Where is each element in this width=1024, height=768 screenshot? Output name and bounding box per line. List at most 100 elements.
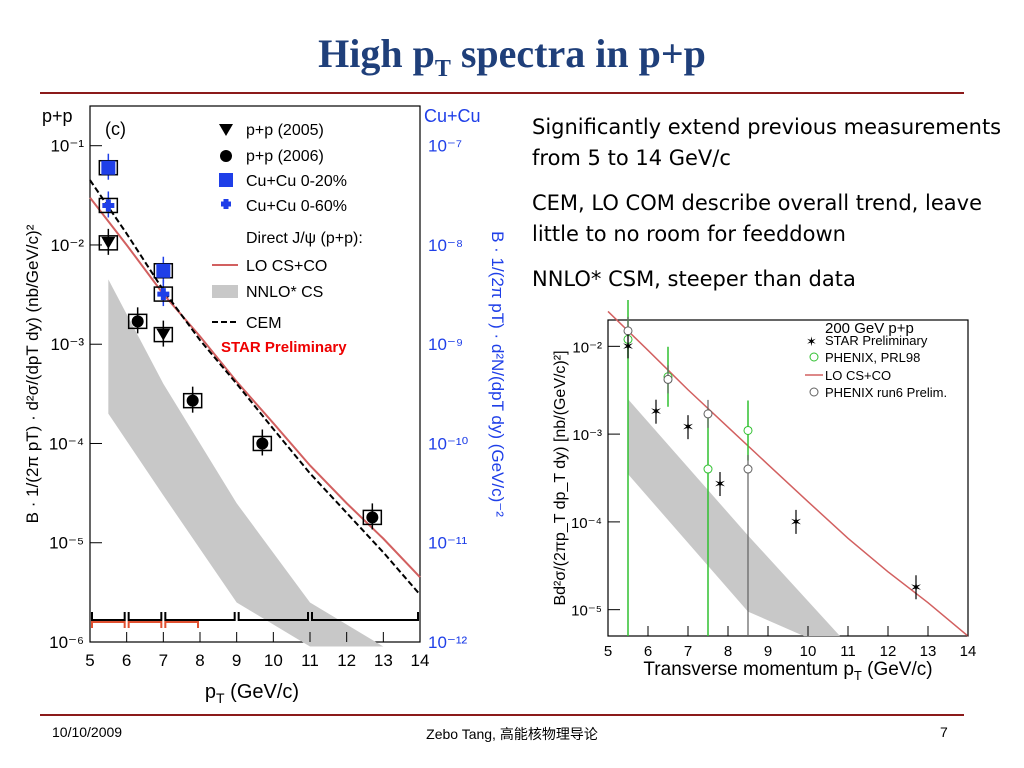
- lo-cs-co-curve: [89, 196, 421, 578]
- y-tick-label: 10⁻³: [572, 427, 602, 444]
- pt-bin-bracket-red: [91, 621, 126, 628]
- data-point: [623, 326, 633, 336]
- x-axis-label: Transverse momentum pT (GeV/c): [643, 659, 932, 683]
- syst-box: [362, 509, 383, 526]
- x-tick-label: 8: [195, 651, 204, 670]
- bullet-1: Significantly extend previous measuremen…: [532, 115, 1002, 170]
- x-tick-label: 12: [880, 643, 897, 660]
- x-tick-label: 9: [232, 651, 241, 670]
- plot-frame: [89, 105, 421, 643]
- footer-page-number: 7: [940, 724, 948, 740]
- legend: 200 GeV p+p ✶ STAR Preliminary PHENIX, P…: [805, 320, 947, 400]
- y-tick-label: 10⁻⁴: [49, 434, 84, 453]
- legend-entry: p+p (2006): [246, 148, 324, 165]
- legend-marker-cross: [221, 199, 231, 209]
- legend-entry: LO CS+CO: [825, 368, 891, 383]
- pt-bin-bracket: [311, 612, 419, 621]
- data-point: [102, 199, 115, 212]
- plot-frame: [607, 319, 969, 637]
- x-tick-label: 11: [301, 651, 319, 670]
- x-tick-label: 7: [159, 651, 168, 670]
- legend-marker-open-grey: [809, 387, 819, 397]
- legend-title: 200 GeV p+p: [825, 320, 914, 337]
- corner-label-left: p+p: [42, 106, 73, 126]
- legend-entry: PHENIX run6 Prelim.: [825, 385, 947, 400]
- legend-star-icon: ✶: [806, 334, 817, 349]
- y-tick-label-right: 10⁻¹⁰: [428, 434, 469, 453]
- legend-entry: PHENIX, PRL98: [825, 350, 920, 365]
- x-tick-label: 10: [800, 643, 817, 660]
- data-point: [101, 160, 116, 175]
- legend-entry: CEM: [246, 315, 282, 332]
- legend: p+p (2005) p+p (2006) Cu+Cu 0-20% Cu+Cu …: [212, 122, 363, 332]
- data-point: [256, 437, 269, 450]
- syst-box: [182, 392, 203, 409]
- data-point: [186, 394, 199, 407]
- page-title: High pT spectra in p+p: [318, 31, 706, 82]
- syst-box: [153, 286, 174, 302]
- corner-label-right: Cu+Cu: [424, 106, 481, 126]
- x-tick-label: 6: [122, 651, 131, 670]
- bullet-2: CEM, LO COM describe overall trend, leav…: [532, 191, 983, 246]
- legend-title: Direct J/ψ (p+p):: [246, 230, 363, 247]
- x-tick-label: 10: [264, 651, 283, 670]
- legend-entry: Cu+Cu 0-60%: [246, 198, 347, 215]
- x-axis-label: pT (GeV/c): [205, 681, 299, 706]
- data-point: [131, 315, 144, 328]
- star-preliminary-label: STAR Preliminary: [221, 339, 347, 356]
- legend-marker-square: [219, 173, 233, 187]
- y-tick-label-right: 10⁻⁸: [428, 236, 463, 255]
- data-point: [156, 263, 171, 278]
- y-tick-label: 10⁻⁴: [571, 515, 602, 532]
- syst-box: [252, 435, 273, 452]
- legend-entry: STAR Preliminary: [825, 333, 928, 348]
- y-tick-label: 10⁻²: [50, 236, 84, 255]
- pt-bin-bracket: [164, 612, 236, 621]
- y-tick-label: 10⁻¹: [50, 137, 84, 156]
- data-point: [663, 374, 673, 384]
- cem-curve: [89, 179, 421, 596]
- data-point: [366, 511, 379, 524]
- x-tick-label: 12: [337, 651, 356, 670]
- y-tick-label: 10⁻²: [572, 339, 602, 356]
- x-tick-label: 8: [724, 643, 732, 660]
- data-point: ✶: [650, 404, 663, 421]
- legend-marker-circle: [220, 150, 232, 162]
- y-axis-label-left: B · 1/(2π pT) · d²σ/(dpT dy) (nb/GeV/c)²: [23, 224, 42, 523]
- pt-bin-bracket-red: [127, 621, 163, 628]
- y-axis-label: Bd²σ/(2πp_T dp_T dy) [nb/(GeV/c)²]: [552, 350, 569, 605]
- x-tick-label: 5: [85, 651, 94, 670]
- chart-left: 5 6 7 8 9 10 11 12 13 14 10⁻¹ 10⁻² 10⁻³ 10⁻⁴ 10⁻⁵ 10⁻⁶ 1…: [23, 105, 507, 706]
- y-tick-label: 10⁻⁶: [49, 633, 84, 652]
- footer-rule: [40, 714, 964, 716]
- y-tick-label-right: 10⁻¹²: [428, 633, 468, 652]
- data-point: ✶: [682, 419, 695, 436]
- footer-author: Zebo Tang, 高能核物理导论: [426, 726, 598, 742]
- y-tick-label: 10⁻³: [50, 335, 84, 354]
- x-tick-label: 5: [604, 643, 612, 660]
- x-tick-label: 13: [374, 651, 393, 670]
- data-point: ✶: [622, 338, 635, 355]
- data-point: [703, 409, 713, 419]
- header-rule: [40, 92, 964, 94]
- legend-entry: LO CS+CO: [246, 258, 327, 275]
- bullet-3: NNLO* CSM, steeper than data: [532, 267, 856, 291]
- chart-right: ✶ ✶ ✶ ✶ ✶ ✶ 5 6 7 8 9 10 11 12 13 14 10⁻² 10⁻³ 10⁻⁴ 10⁻⁵ 20…: [552, 300, 976, 683]
- legend-entry: p+p (2005): [246, 122, 324, 139]
- data-point: ✶: [714, 476, 727, 493]
- x-tick-label: 11: [840, 643, 856, 660]
- data-point: [743, 425, 753, 435]
- x-tick-label: 13: [920, 643, 937, 660]
- pt-bin-bracket: [91, 612, 126, 621]
- syst-box: [98, 235, 119, 251]
- y-axis-label-right: B · 1/(2π pT) · d²N/(dpT dy) (GeV/c)⁻²: [488, 231, 507, 517]
- data-point: [703, 464, 713, 474]
- pt-bin-bracket: [237, 612, 309, 621]
- data-point: ✶: [910, 579, 923, 596]
- syst-box: [98, 197, 119, 214]
- data-point: [157, 288, 170, 301]
- data-point: [743, 464, 753, 474]
- nnlo-band: [628, 399, 840, 637]
- y-tick-label-right: 10⁻⁷: [428, 137, 462, 156]
- x-tick-label: 6: [644, 643, 652, 660]
